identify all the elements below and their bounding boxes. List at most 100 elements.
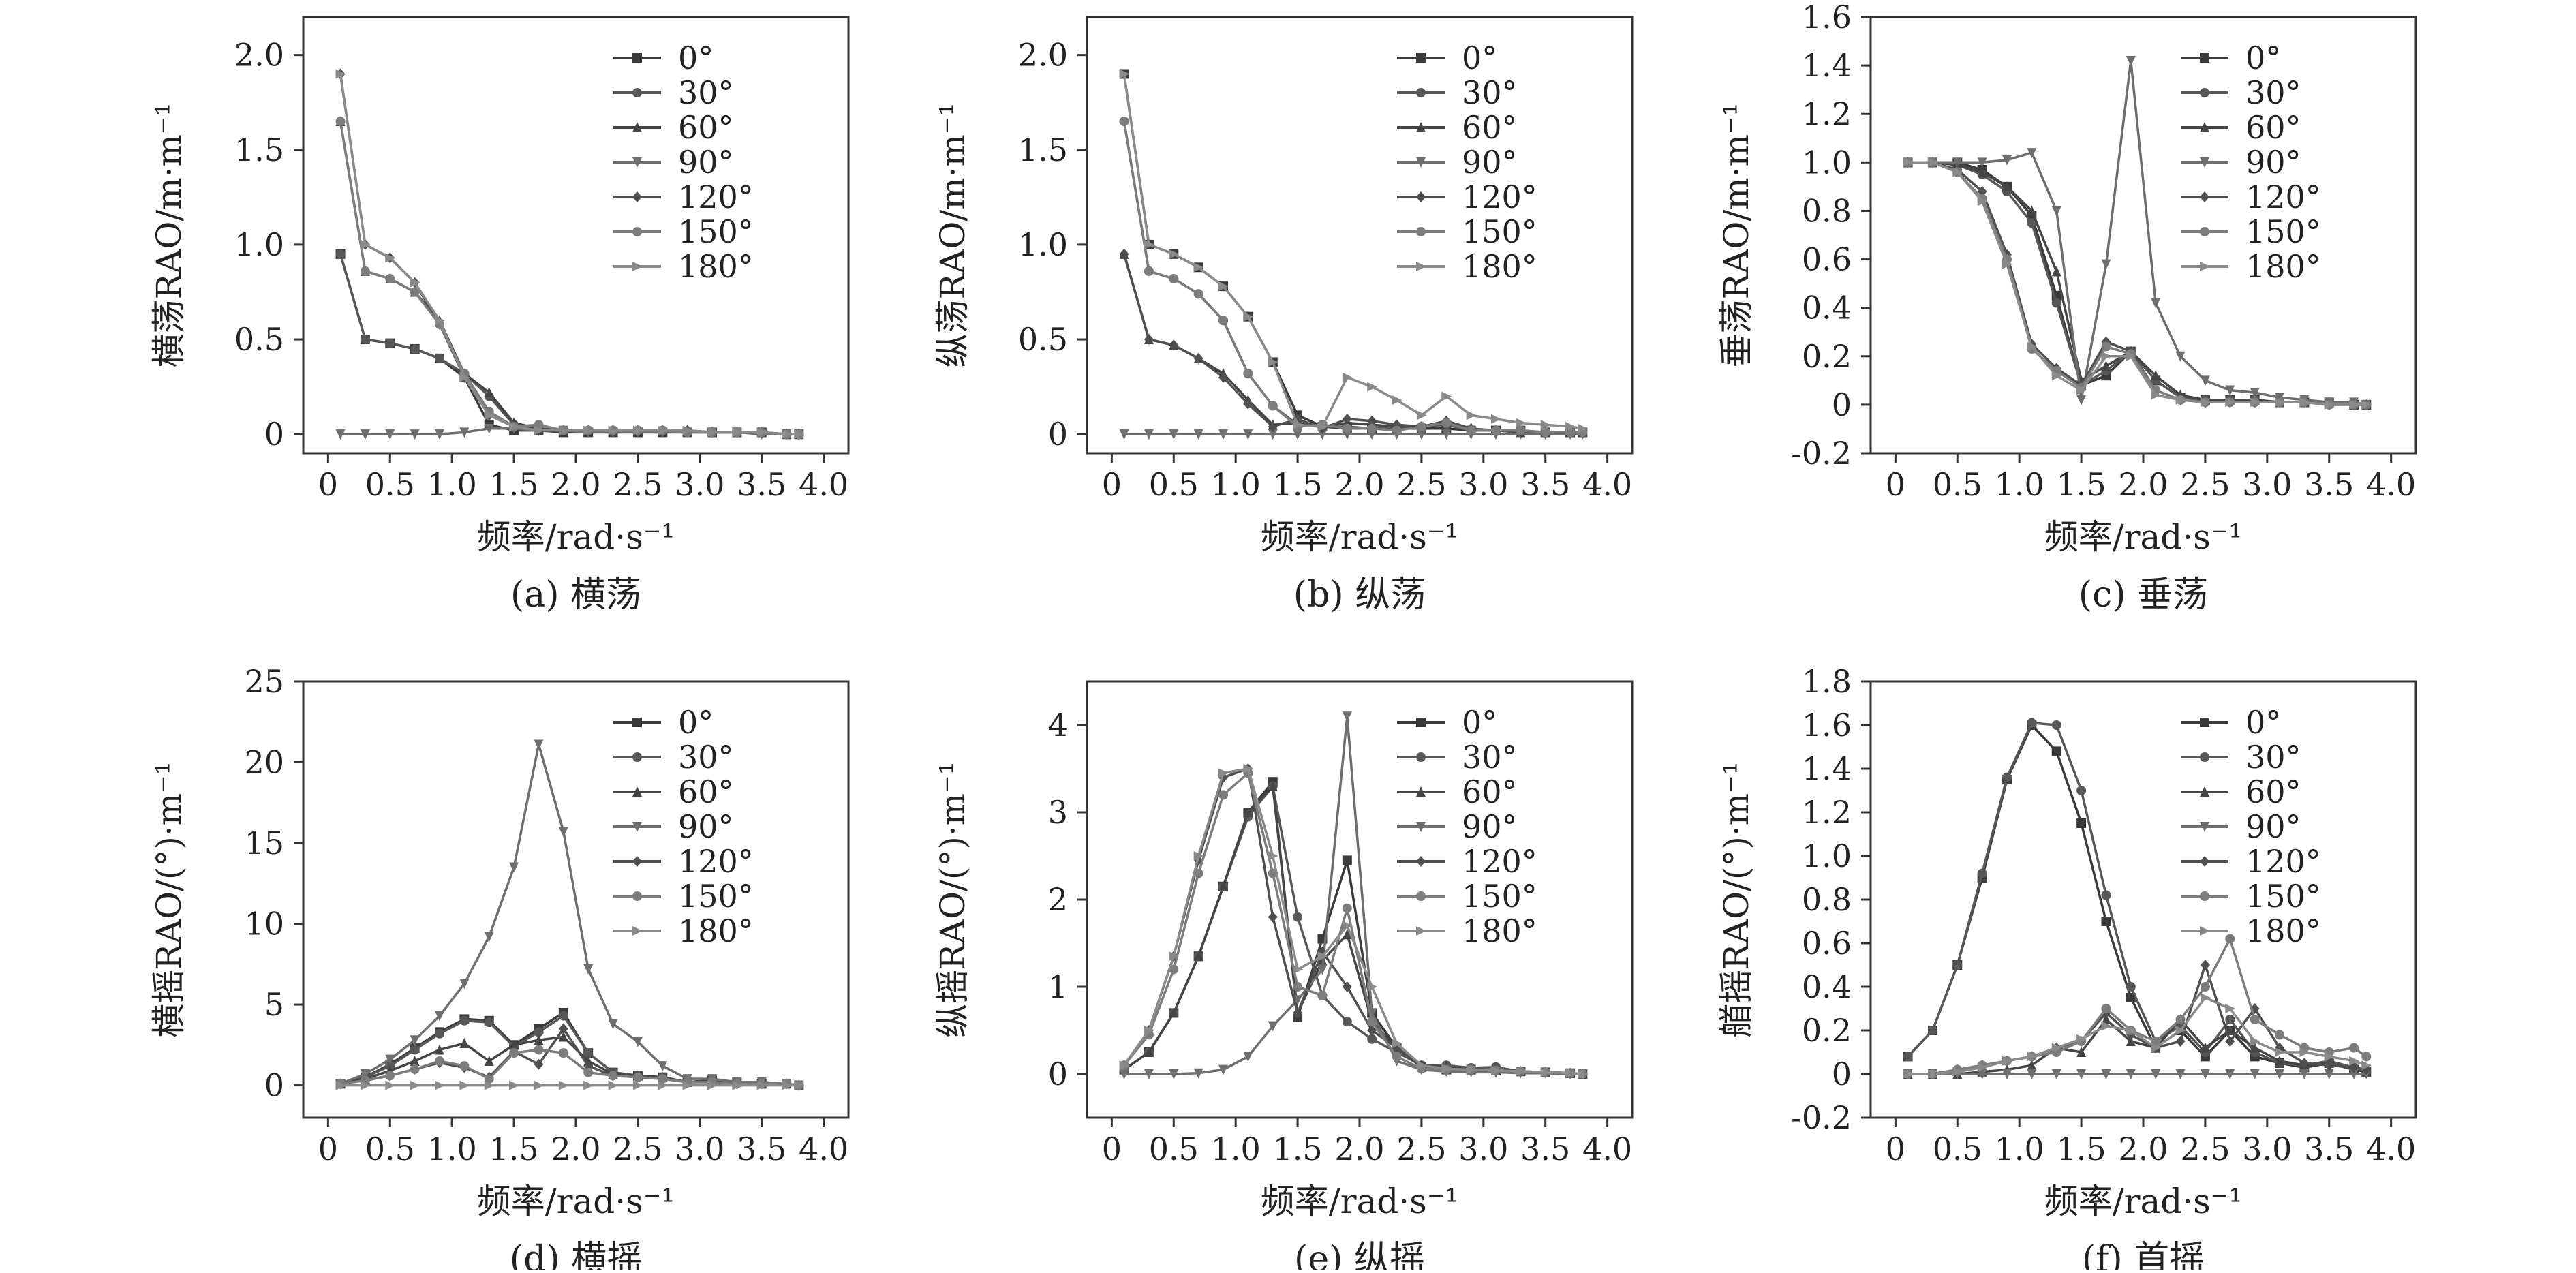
data-point [1243, 1052, 1253, 1062]
data-point [794, 429, 805, 440]
legend-label: 60° [1462, 109, 1518, 146]
data-point [410, 343, 420, 354]
data-point [1193, 429, 1203, 440]
data-point [2275, 397, 2285, 408]
data-point [509, 1080, 520, 1090]
plot-frame [302, 16, 850, 455]
data-point [682, 1080, 693, 1090]
x-tick-label: 4.0 [1582, 1131, 1632, 1167]
series-line [340, 1048, 799, 1087]
data-point [1342, 413, 1352, 425]
x-tick-label: 0.5 [1149, 1131, 1199, 1167]
data-point [1218, 281, 1229, 292]
data-point [534, 739, 544, 750]
data-point [2349, 399, 2360, 410]
legend-label: 180° [1462, 248, 1537, 285]
series-line [1907, 937, 2367, 1075]
data-point [1977, 1069, 1987, 1079]
data-point [2101, 1021, 2112, 1031]
legend-label: 90° [678, 808, 734, 845]
data-point [583, 1067, 594, 1077]
data-point [1466, 1064, 1477, 1075]
legend-label: 120° [2245, 843, 2321, 880]
data-point [1540, 427, 1550, 438]
data-point [2200, 1069, 2210, 1079]
y-tick-label: 0 [1832, 1056, 1852, 1092]
data-point [1268, 1021, 1278, 1032]
data-point [558, 1080, 569, 1090]
legend-label: 120° [1462, 179, 1537, 215]
data-point [1342, 929, 1352, 940]
x-tick-label: 0.5 [1149, 466, 1199, 503]
series-5 [1903, 960, 2372, 1079]
x-tick-label: 1.0 [1211, 1131, 1261, 1167]
legend-label: 60° [678, 109, 734, 146]
chart-panel-6: 0 0.5 1.0 1.5 2.0 2.5 3.0 3.5 4.0 -0.2 0 0.2 0.4 0.6 0… [1717, 663, 2417, 1273]
data-point [1903, 157, 1914, 168]
data-point [1342, 372, 1353, 382]
legend-marker [632, 88, 642, 97]
data-point [2200, 993, 2211, 1002]
x-tick-label: 1.0 [1995, 466, 2044, 503]
data-point [1169, 274, 1179, 283]
data-point [1317, 422, 1328, 432]
data-point [632, 1080, 643, 1090]
x-tick-label: 2.0 [1334, 1131, 1384, 1167]
x-tick-label: 0.5 [1933, 1131, 1982, 1167]
data-point [658, 425, 669, 435]
data-point [2126, 982, 2136, 992]
legend-label: 90° [1462, 144, 1518, 181]
legend-marker [1416, 822, 1426, 832]
data-point [2250, 1015, 2260, 1024]
data-point [1193, 851, 1204, 861]
data-point [1952, 157, 1963, 168]
data-point [459, 1080, 470, 1090]
data-point [2349, 1062, 2359, 1073]
series-7 [1903, 993, 2372, 1079]
data-point [410, 287, 420, 297]
x-tick-label: 1.0 [1995, 1131, 2044, 1167]
series-6 [1903, 934, 2372, 1079]
data-point [1367, 423, 1377, 433]
legend-label: 150° [678, 878, 754, 915]
data-point [558, 425, 569, 435]
data-point [385, 253, 396, 263]
legend-label: 0° [678, 40, 714, 76]
data-point [1218, 316, 1228, 326]
data-point [1243, 764, 1254, 773]
data-point [2275, 1047, 2285, 1057]
x-tick-label: 0 [1886, 1131, 1905, 1167]
chart-panel-4: 0 0.5 1.0 1.5 2.0 2.5 3.0 3.5 4.0 0 5 10 15 20 25 频率/ra… [149, 663, 850, 1273]
data-point [1293, 429, 1303, 440]
data-point [2051, 298, 2061, 308]
data-point [2324, 1060, 2334, 1071]
y-tick-label: 0 [264, 416, 284, 453]
data-point [1342, 903, 1352, 913]
y-tick-label: 1 [1048, 968, 1068, 1005]
x-tick-label: 4.0 [1582, 466, 1632, 503]
x-tick-label: 2.0 [1334, 466, 1384, 503]
legend: 0°30°60°90°120°150°180° [1397, 40, 1537, 285]
data-point [2076, 818, 2087, 828]
data-point [2126, 56, 2136, 66]
data-point [782, 429, 793, 440]
plot-frame [1086, 16, 1634, 455]
x-tick-label: 2.5 [1396, 466, 1446, 503]
data-point [1903, 1069, 1914, 1079]
data-point [1342, 855, 1352, 865]
data-point [1218, 429, 1228, 440]
data-point [1119, 1069, 1129, 1079]
data-point [1218, 371, 1228, 383]
data-point [1169, 951, 1180, 962]
data-point [2101, 351, 2112, 361]
legend-label: 30° [678, 74, 734, 111]
data-point [1193, 289, 1203, 299]
y-axis-label: 垂荡RAO/m·m⁻¹ [1717, 103, 1756, 368]
data-point [1144, 429, 1154, 440]
data-point [1367, 1025, 1377, 1036]
data-point [1144, 1047, 1154, 1057]
data-point [1119, 248, 1129, 260]
y-tick-label: 25 [244, 663, 284, 700]
data-point [1927, 1026, 1937, 1035]
legend: 0°30°60°90°120°150°180° [613, 704, 754, 949]
